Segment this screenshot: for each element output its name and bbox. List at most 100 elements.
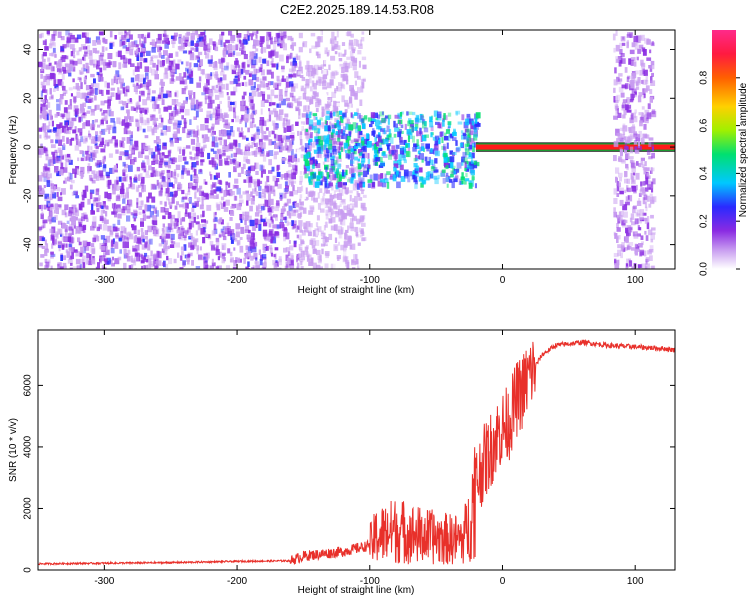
- spectrogram-cell: [381, 152, 386, 156]
- spectrogram-cell: [399, 140, 404, 145]
- spectrogram-cell: [424, 156, 428, 162]
- spectrogram-cell: [179, 76, 183, 81]
- spectrogram-cell: [357, 50, 362, 55]
- spectrogram-cell: [635, 212, 638, 217]
- spectrogram-cell: [394, 168, 398, 175]
- spectrogram-cell: [634, 70, 639, 75]
- spectrogram-cell: [67, 233, 72, 237]
- spectrogram-cell: [369, 174, 373, 182]
- spectrogram-cell: [287, 146, 291, 153]
- spectrogram-cell: [49, 207, 53, 211]
- spectrogram-cell: [360, 186, 365, 192]
- spectrogram-cell: [55, 139, 59, 144]
- spectrogram-cell: [183, 72, 187, 78]
- spectrogram-cell: [250, 86, 256, 91]
- spectrogram-cell: [101, 112, 105, 116]
- spectrogram-cell: [303, 222, 307, 229]
- spectrogram-cell: [210, 132, 214, 137]
- colorbar-tick-label: 0.0: [699, 262, 710, 276]
- spectrogram-cell: [362, 164, 366, 171]
- spectrogram-cell: [293, 83, 299, 89]
- spectrogram-cell: [65, 130, 71, 135]
- spectrogram-cell: [90, 73, 95, 78]
- spectrogram-cell: [61, 125, 66, 133]
- spectrogram-cell: [252, 44, 257, 49]
- spectrogram-cell: [651, 231, 656, 235]
- spectrogram-cell: [242, 39, 248, 45]
- spectrogram-cell: [178, 155, 182, 162]
- spectrogram-cell: [399, 115, 402, 119]
- spectrogram-cell: [286, 198, 291, 204]
- spectrogram-cell: [56, 192, 59, 197]
- spectrogram-cell: [243, 54, 248, 60]
- spectrogram-cell: [51, 216, 56, 223]
- spectrogram-cell: [275, 234, 280, 239]
- spectrogram-cell: [173, 32, 178, 37]
- spectrogram-cell: [252, 110, 255, 115]
- spectrogram-cell: [317, 269, 321, 274]
- spectrogram-cell: [90, 139, 95, 144]
- spectrogram-cell: [110, 92, 115, 97]
- colorbar-ticks: 0.00.20.40.60.8: [699, 70, 740, 276]
- spectrogram-cell: [73, 249, 79, 253]
- spectrogram-cell: [325, 166, 328, 173]
- spectrogram-cell: [465, 172, 468, 178]
- spectrogram-cell: [274, 206, 280, 212]
- spectrogram-cell: [624, 136, 627, 141]
- spectrogram-cell: [295, 121, 299, 126]
- spectrogram-cell: [403, 139, 407, 146]
- spectrogram-cell: [397, 164, 401, 169]
- spectrogram-cell: [66, 40, 70, 48]
- spectrogram-cell: [329, 139, 333, 146]
- spectrogram-cell: [177, 183, 183, 189]
- spectrogram-cell: [292, 201, 296, 209]
- spectrogram-cell: [438, 137, 441, 145]
- spectrogram-cell: [636, 161, 639, 166]
- spectrogram-cell: [285, 247, 290, 252]
- spectrogram-cell: [454, 175, 459, 179]
- spectrogram-cell: [633, 115, 638, 123]
- spectrogram-cell: [351, 165, 355, 168]
- spectrogram-cell: [352, 198, 355, 203]
- spectrogram-cell: [364, 143, 368, 148]
- spectrogram-cell: [243, 257, 246, 264]
- spectrogram-cell: [63, 143, 66, 147]
- spectrogram-cell: [409, 126, 414, 133]
- spectrogram-cell: [359, 163, 364, 168]
- spectrogram-cell: [121, 208, 126, 213]
- spectrogram-cell: [178, 34, 182, 39]
- spectrogram-cell: [317, 202, 321, 210]
- spectrogram-cell: [64, 128, 67, 134]
- spectrogram-cell: [208, 90, 214, 97]
- spectrogram-cell: [161, 228, 164, 232]
- spectrogram-cell: [262, 150, 265, 156]
- spectrogram-cell: [224, 145, 229, 152]
- spectrogram-cell: [614, 233, 618, 239]
- spectrogram-cell: [189, 233, 193, 239]
- spectrogram-cell: [643, 88, 648, 93]
- spectrogram-cell: [140, 43, 144, 47]
- spectrogram-cell: [226, 155, 231, 160]
- spectrogram-cell: [170, 35, 175, 40]
- spectrogram-cell: [172, 133, 178, 139]
- spectrogram-cell: [307, 231, 312, 237]
- spectrogram-cell: [45, 89, 49, 96]
- spectrogram-cell: [393, 166, 397, 172]
- spectrogram-cell: [315, 97, 320, 103]
- spectrogram-cell: [180, 227, 185, 234]
- spectrogram-cell: [99, 67, 103, 73]
- spectrogram-cell: [76, 226, 79, 232]
- spectrogram-cell: [79, 252, 83, 257]
- spectrogram-cell: [282, 206, 286, 211]
- spectrogram-cell: [308, 261, 314, 266]
- spectrogram-cell: [309, 77, 312, 84]
- spectrogram-cell: [649, 141, 654, 148]
- spectrogram-cell: [361, 75, 367, 80]
- spectrogram-cell: [151, 114, 156, 121]
- spectrogram-cell: [304, 246, 309, 252]
- spectrogram-cell: [622, 131, 626, 136]
- spectrogram-cell: [54, 156, 59, 163]
- spectrogram-cell: [646, 185, 649, 191]
- spectrogram-cell: [221, 31, 225, 36]
- spectrogram-cell: [274, 151, 279, 155]
